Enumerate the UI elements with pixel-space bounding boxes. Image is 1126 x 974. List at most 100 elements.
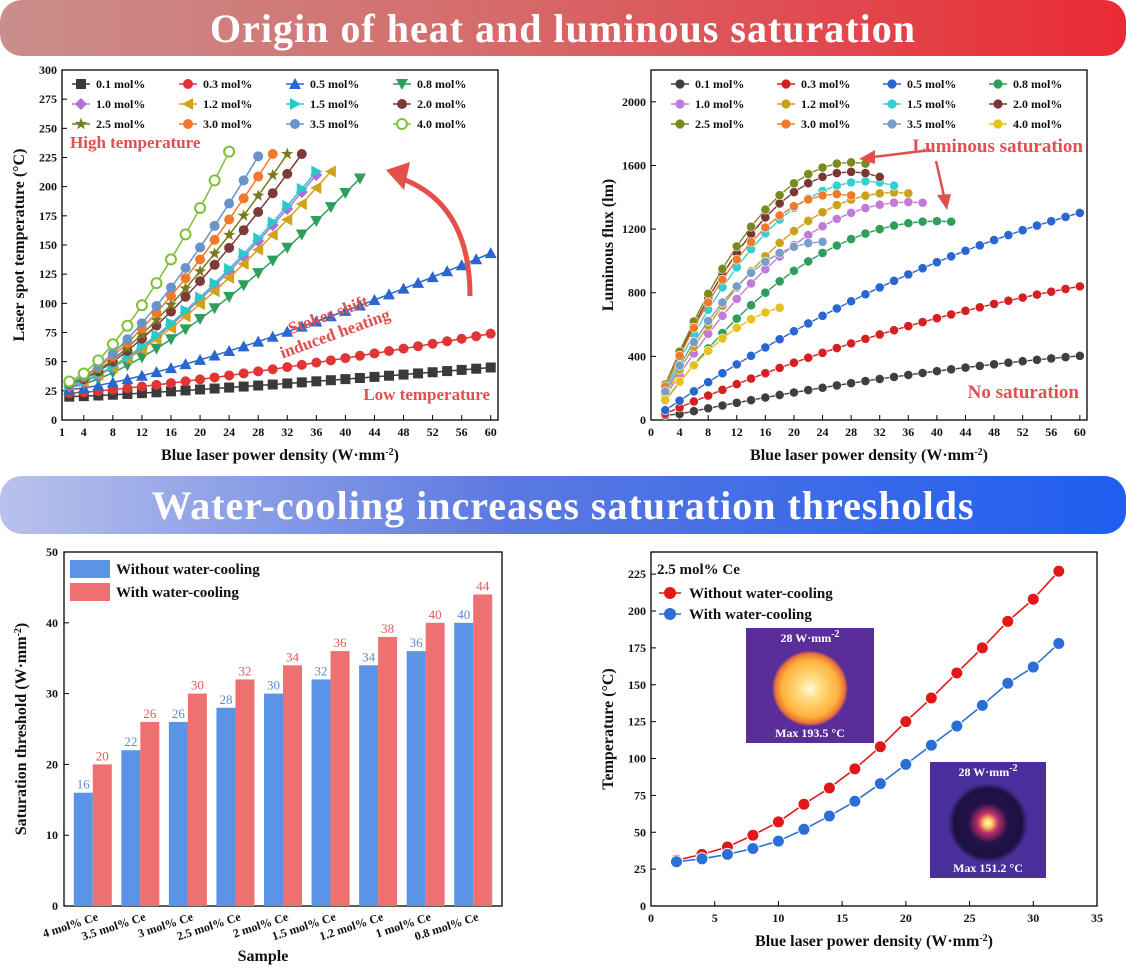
x-tick-label: 52	[1017, 425, 1029, 439]
x-tick-label: 56	[1045, 425, 1057, 439]
legend-label: 3.0 mol%	[801, 117, 850, 131]
data-point	[889, 275, 899, 286]
data-point	[789, 387, 799, 398]
data-point	[179, 228, 192, 241]
series-line	[676, 642, 1060, 863]
data-point	[180, 273, 191, 284]
bar	[92, 764, 112, 906]
data-point	[695, 852, 709, 866]
x-tick-label: 15	[836, 911, 848, 925]
data-point	[817, 171, 828, 182]
data-point	[797, 797, 811, 811]
data-point	[746, 828, 760, 842]
legend-marker	[993, 99, 1003, 109]
data-point	[1052, 636, 1066, 650]
legend-label: 1.5 mol%	[907, 97, 956, 111]
plot-frame	[650, 69, 1088, 421]
data-point	[441, 265, 454, 277]
data-point	[974, 361, 985, 371]
legend-marker	[290, 119, 300, 129]
data-point	[1046, 353, 1057, 364]
threshold-chart: 0 10 20 30 40 50 Saturation threshold (W·mm-2)…	[13, 545, 503, 965]
data-point	[238, 247, 250, 260]
data-point	[717, 333, 728, 344]
data-point	[426, 271, 439, 283]
series-3-5-mol	[660, 236, 828, 397]
bar	[140, 721, 160, 906]
data-point	[180, 376, 191, 387]
data-point	[903, 197, 914, 207]
data-point	[1003, 230, 1014, 240]
inset-caption: Max 193.5 °C	[775, 726, 845, 740]
data-point	[774, 237, 785, 248]
x-axis-label: Blue laser power density (W·mm-2)	[750, 447, 988, 465]
data-point	[63, 375, 76, 388]
data-point	[717, 263, 728, 274]
arrow-shaft	[399, 175, 473, 297]
data-point	[803, 215, 814, 226]
data-point	[924, 691, 938, 705]
legend-marker	[675, 99, 685, 109]
x-tick-label: 44	[959, 425, 971, 439]
data-point	[180, 385, 191, 396]
data-point	[688, 337, 699, 347]
data-point	[237, 340, 250, 352]
annotation-low-temperature: Low temperature	[363, 385, 490, 404]
data-point	[398, 343, 409, 354]
top-banner: Origin of heat and luminous saturation	[0, 0, 1126, 56]
data-point	[340, 353, 351, 364]
data-point	[688, 322, 699, 333]
data-point	[789, 178, 799, 189]
legend-label: 0.8 mol%	[417, 77, 466, 91]
legend-label: 1.0 mol%	[695, 97, 744, 111]
data-point	[874, 282, 885, 293]
data-point	[860, 203, 871, 213]
bar-value-label: 36	[410, 635, 424, 650]
x-axis-label: Blue laser power density (W·mm-2)	[161, 447, 399, 465]
data-point	[252, 268, 265, 280]
data-point	[917, 197, 928, 208]
data-point	[397, 282, 410, 294]
data-point	[774, 190, 785, 201]
data-point	[267, 188, 278, 199]
data-point	[946, 251, 957, 262]
data-point	[760, 287, 771, 298]
data-point	[817, 382, 828, 393]
x-tick-label: 16	[759, 425, 771, 439]
legend-marker	[397, 99, 407, 109]
data-point	[974, 240, 985, 251]
data-point	[107, 389, 118, 400]
bar	[425, 622, 445, 906]
bar-value-label: 30	[267, 678, 280, 693]
data-point	[989, 359, 999, 370]
legend-label: 0.1 mol%	[96, 77, 145, 91]
data-point	[803, 318, 814, 329]
data-point	[353, 173, 366, 185]
data-point	[208, 303, 221, 315]
data-point	[688, 360, 699, 371]
legend-swatch	[70, 560, 110, 578]
data-point	[164, 298, 178, 310]
y-tick-label: 50	[46, 545, 58, 559]
data-point	[674, 395, 685, 406]
y-tick-label: 50	[634, 825, 646, 839]
plot-frame	[650, 551, 1098, 907]
y-tick-label: 20	[46, 757, 58, 771]
data-point	[253, 206, 264, 217]
data-point	[917, 216, 928, 227]
y-tick-label: 75	[45, 326, 57, 340]
bar-value-label: 32	[238, 663, 251, 678]
y-tick-label: 150	[39, 238, 57, 252]
data-point	[703, 297, 714, 308]
data-point	[889, 372, 899, 382]
data-point	[324, 165, 336, 178]
data-point	[760, 368, 771, 379]
legend-label: 2.5 mol%	[695, 117, 744, 131]
data-point	[223, 228, 236, 241]
data-point	[165, 362, 177, 374]
data-point	[874, 224, 885, 234]
data-point	[903, 188, 914, 199]
data-point	[860, 376, 871, 386]
data-point	[150, 343, 163, 355]
series-4-0-mol	[660, 302, 785, 405]
